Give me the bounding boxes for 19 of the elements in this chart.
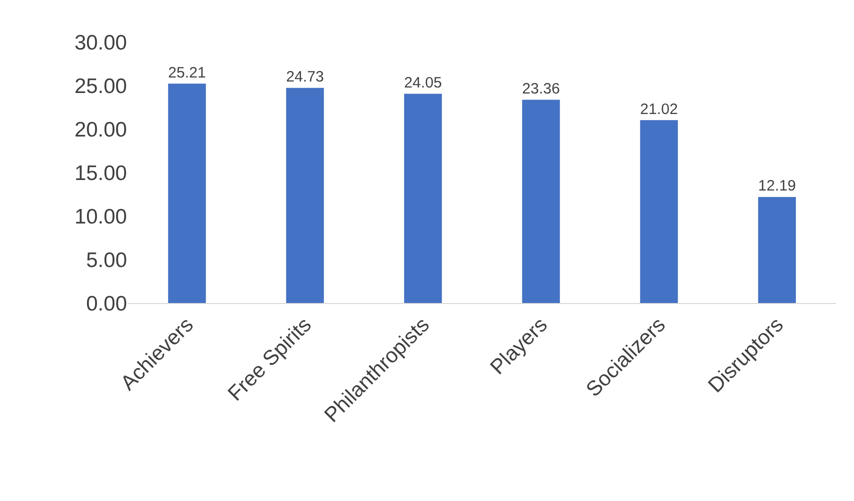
- bar: [168, 84, 206, 303]
- data-label: 25.21: [168, 64, 206, 82]
- y-tick-label: 10.00: [74, 205, 127, 228]
- data-label: 23.36: [522, 80, 560, 98]
- bar: [640, 120, 678, 303]
- bar: [286, 88, 324, 303]
- bar: [404, 94, 442, 303]
- y-tick-label: 25.00: [74, 74, 127, 98]
- bar: [522, 100, 560, 303]
- data-label: 12.19: [758, 178, 796, 195]
- y-tick-label: 30.00: [74, 31, 127, 54]
- data-label: 24.05: [404, 74, 442, 92]
- y-tick-label: 5.00: [86, 248, 127, 272]
- y-tick-label: 0.00: [86, 292, 127, 316]
- data-label: 21.02: [640, 100, 678, 118]
- y-tick-label: 15.00: [74, 162, 127, 185]
- data-label: 24.73: [286, 68, 324, 86]
- bar: [758, 196, 796, 303]
- y-tick-label: 20.00: [74, 118, 127, 142]
